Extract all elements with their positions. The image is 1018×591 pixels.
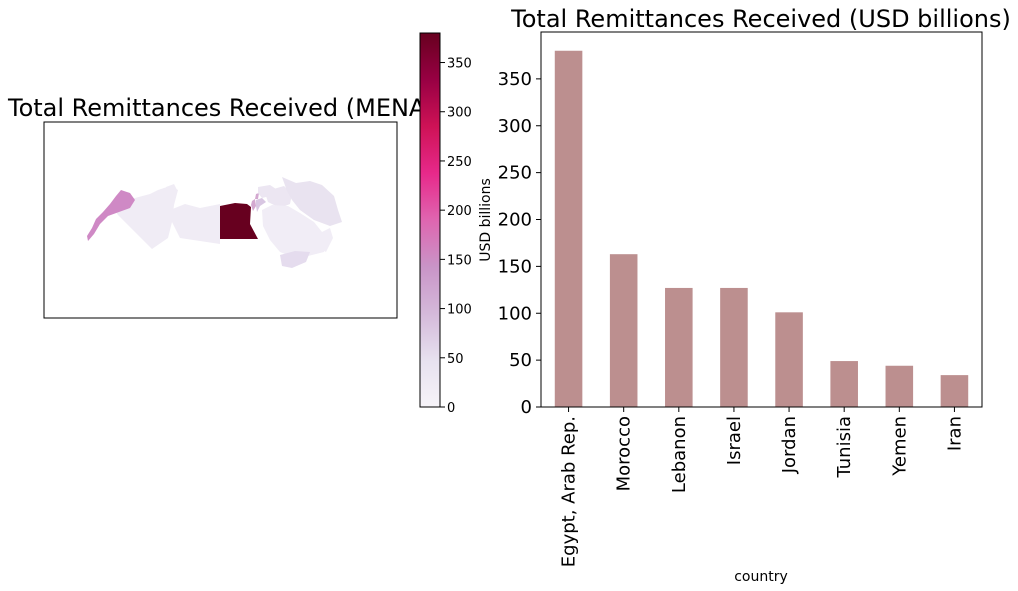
bar-chart-frame xyxy=(540,31,983,408)
region-egypt xyxy=(220,203,258,239)
bar xyxy=(885,365,914,407)
region-iran xyxy=(282,177,342,226)
y-tick-label: 0 xyxy=(521,397,532,418)
region-jordan xyxy=(256,198,266,212)
x-tick-label: Morocco xyxy=(614,416,635,491)
region-tunisia xyxy=(166,184,177,202)
bar-y-ticks: 0 50 100 150 200 250 300 350 xyxy=(498,69,541,418)
region-syria xyxy=(258,185,276,198)
region-oman xyxy=(320,228,333,252)
y-tick-label: 250 xyxy=(498,163,532,184)
map-title: Total Remittances Received (MENA) xyxy=(7,94,435,122)
y-tick-label: 100 xyxy=(498,303,532,324)
bar-chart-title: Total Remittances Received (USD billions… xyxy=(510,5,1011,33)
bar-chart-panel: Total Remittances Received (USD billions… xyxy=(498,5,1011,585)
bar xyxy=(554,50,583,407)
region-saudi-arabia xyxy=(262,205,330,256)
bar-x-ticks: Egypt, Arab Rep. Morocco Lebanon Israel Jord… xyxy=(559,407,965,567)
colorbar-label: USD billions xyxy=(478,178,494,262)
bar xyxy=(665,287,693,407)
colorbar-tick-label: 50 xyxy=(447,352,464,367)
colorbar-tick-label: 200 xyxy=(447,204,472,219)
colorbar-tick-label: 0 xyxy=(447,401,455,416)
bar xyxy=(775,312,803,407)
colorbar-tick-label: 350 xyxy=(447,57,472,72)
map-panel: Total Remittances Received (MENA) xyxy=(7,94,435,319)
colorbar-tick-label: 100 xyxy=(447,303,472,318)
colorbar: 0 50 100 150 200 250 300 350 USD billions xyxy=(419,32,494,416)
bar xyxy=(830,361,858,407)
colorbar-ticks: 0 50 100 150 200 250 300 350 xyxy=(440,57,472,416)
map-countries xyxy=(87,177,342,268)
x-tick-label: Lebanon xyxy=(669,416,690,493)
region-yemen xyxy=(280,251,310,268)
y-tick-label: 50 xyxy=(509,350,532,371)
region-israel xyxy=(251,199,256,211)
region-libya xyxy=(170,204,220,244)
x-tick-label: Iran xyxy=(944,416,965,451)
bar xyxy=(609,254,638,407)
colorbar-gradient xyxy=(419,32,441,408)
y-tick-label: 200 xyxy=(498,210,532,231)
bar xyxy=(940,375,969,407)
region-morocco xyxy=(87,190,135,241)
bar-x-axis-label: country xyxy=(734,569,788,585)
region-iraq xyxy=(266,186,292,208)
x-tick-label: Yemen xyxy=(889,416,910,477)
colorbar-tick-label: 150 xyxy=(447,253,472,268)
bar xyxy=(720,287,748,407)
colorbar-tick-label: 250 xyxy=(447,155,472,170)
y-tick-label: 350 xyxy=(498,69,532,90)
x-tick-label: Jordan xyxy=(779,416,800,474)
region-lebanon xyxy=(255,193,259,199)
bars xyxy=(554,50,969,407)
x-tick-label: Egypt, Arab Rep. xyxy=(559,416,580,567)
x-tick-label: Tunisia xyxy=(834,416,855,479)
y-tick-label: 300 xyxy=(498,116,532,137)
y-tick-label: 150 xyxy=(498,256,532,277)
colorbar-tick-label: 300 xyxy=(447,106,472,121)
x-tick-label: Israel xyxy=(724,416,745,465)
